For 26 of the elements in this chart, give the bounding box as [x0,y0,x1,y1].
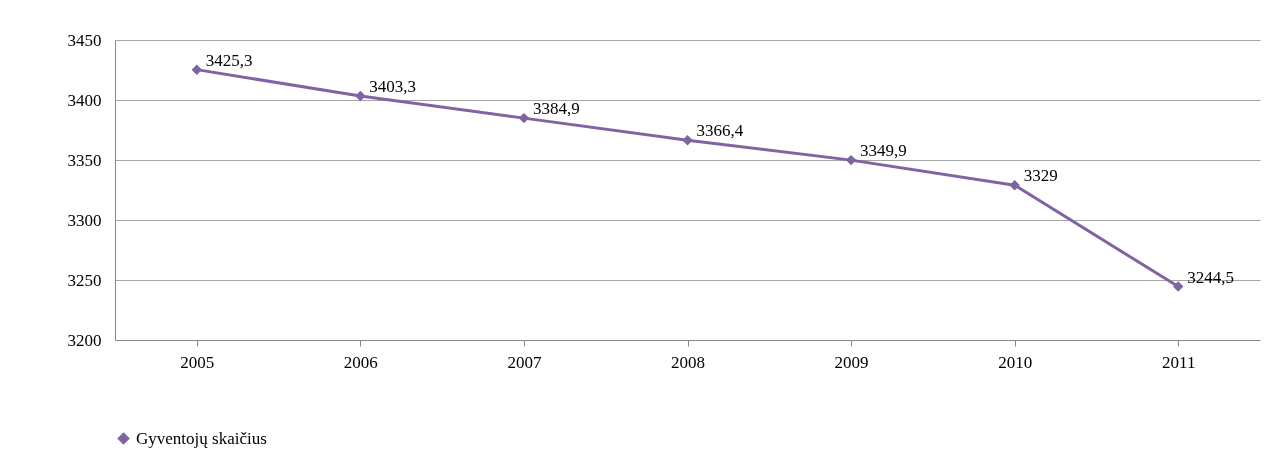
y-tick-label: 3250 [67,270,102,290]
y-tick-label: 3300 [67,210,102,230]
legend-label: Gyventojų skaičius [136,428,267,448]
y-tick-label: 3350 [67,150,102,170]
data-label: 3349,9 [860,141,907,161]
x-tick-label: 2007 [507,352,542,372]
data-label: 3244,5 [1187,267,1234,287]
x-tick-label: 2011 [1162,352,1196,372]
x-tick-label: 2010 [998,352,1033,372]
x-tick-label: 2006 [343,352,378,372]
data-label: 3425,3 [205,50,253,70]
data-label: 3366,4 [696,121,744,141]
x-tick-label: 2005 [180,352,215,372]
point [518,112,530,124]
data-label: 3329 [1023,166,1058,186]
y-tick-label: 3200 [67,330,102,350]
x-tick-label: 2009 [834,352,869,372]
y-tick-label: 3400 [67,90,102,110]
point [682,135,693,146]
data-label: 3403,3 [369,77,417,97]
x-tick-label: 2008 [671,352,705,372]
point [355,90,366,102]
point [1009,179,1020,191]
point [1172,281,1184,292]
data-label: 3384,9 [532,99,580,119]
y-tick-label: 3450 [67,30,102,50]
